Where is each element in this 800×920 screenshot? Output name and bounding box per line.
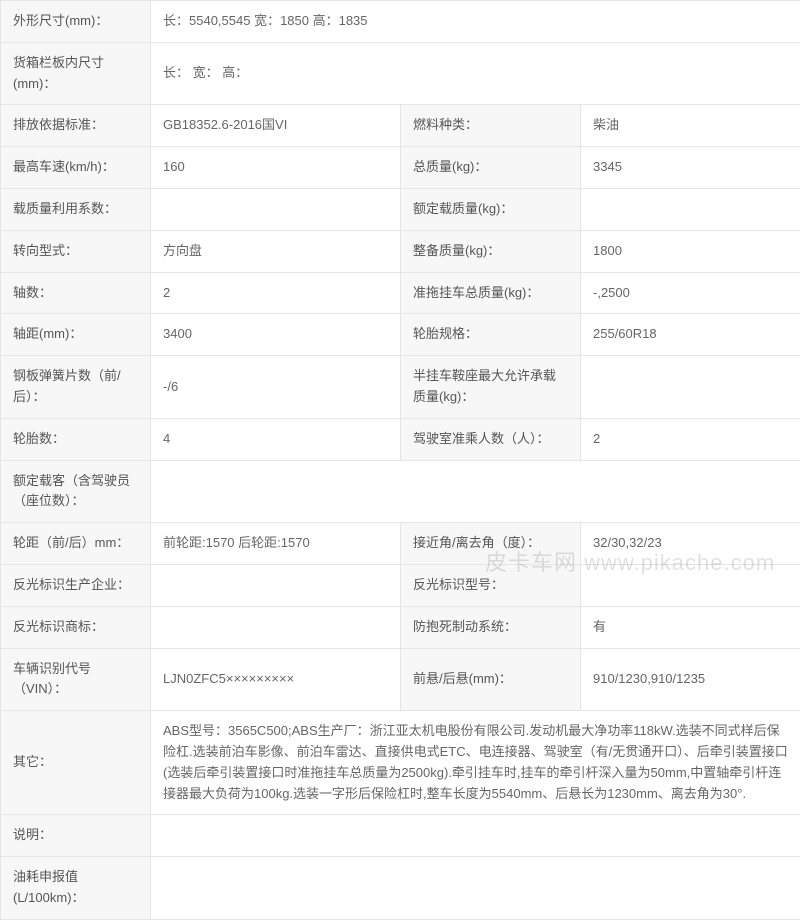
table-row: 其它：ABS型号：3565C500;ABS生产厂：浙江亚太机电股份有限公司.发动… (1, 711, 800, 815)
spec-label: 接近角/离去角（度）： (401, 523, 581, 565)
spec-label: 准拖挂车总质量(kg)： (401, 272, 581, 314)
table-row: 额定载客（含驾驶员（座位数）： (1, 460, 800, 523)
table-row: 反光标识生产企业： 反光标识型号： (1, 564, 800, 606)
table-row: 车辆识别代号（VIN）：LJN0ZFC5×××××××××前悬/后悬(mm)：9… (1, 648, 800, 711)
spec-label: 燃料种类： (401, 105, 581, 147)
spec-label: 轴数： (1, 272, 151, 314)
table-row: 轴数：2准拖挂车总质量(kg)：-,2500 (1, 272, 800, 314)
spec-value (151, 460, 800, 523)
vehicle-spec-table: 外形尺寸(mm)：长：5540,5545 宽：1850 高：1835货箱栏板内尺… (0, 0, 800, 920)
spec-label: 额定载客（含驾驶员（座位数）： (1, 460, 151, 523)
spec-value: 有 (581, 606, 800, 648)
spec-label: 最高车速(km/h)： (1, 147, 151, 189)
spec-label: 油耗申报值(L/100km)： (1, 857, 151, 920)
table-row: 最高车速(km/h)：160总质量(kg)：3345 (1, 147, 800, 189)
spec-label: 前悬/后悬(mm)： (401, 648, 581, 711)
spec-label: 半挂车鞍座最大允许承载质量(kg)： (401, 356, 581, 419)
spec-label: 反光标识生产企业： (1, 564, 151, 606)
spec-value (581, 564, 800, 606)
spec-value: 2 (581, 418, 800, 460)
spec-value: -/6 (151, 356, 401, 419)
spec-label: 其它： (1, 711, 151, 815)
table-row: 外形尺寸(mm)：长：5540,5545 宽：1850 高：1835 (1, 1, 800, 43)
table-row: 轮胎数：4驾驶室准乘人数（人）：2 (1, 418, 800, 460)
spec-value (151, 564, 401, 606)
spec-value (151, 188, 401, 230)
spec-value: 柴油 (581, 105, 800, 147)
spec-value (151, 857, 800, 920)
spec-label: 整备质量(kg)： (401, 230, 581, 272)
spec-label: 车辆识别代号（VIN）： (1, 648, 151, 711)
table-row: 转向型式：方向盘整备质量(kg)：1800 (1, 230, 800, 272)
table-row: 货箱栏板内尺寸(mm)：长： 宽： 高： (1, 42, 800, 105)
spec-value: 长： 宽： 高： (151, 42, 800, 105)
spec-label: 轴距(mm)： (1, 314, 151, 356)
spec-label: 转向型式： (1, 230, 151, 272)
spec-label: 总质量(kg)： (401, 147, 581, 189)
spec-label: 防抱死制动系统： (401, 606, 581, 648)
spec-value (581, 188, 800, 230)
spec-value: 长：5540,5545 宽：1850 高：1835 (151, 1, 800, 43)
spec-label: 说明： (1, 815, 151, 857)
spec-value: ABS型号：3565C500;ABS生产厂：浙江亚太机电股份有限公司.发动机最大… (151, 711, 800, 815)
spec-value: -,2500 (581, 272, 800, 314)
spec-value: 4 (151, 418, 401, 460)
spec-value: 3345 (581, 147, 800, 189)
spec-value: 910/1230,910/1235 (581, 648, 800, 711)
table-row: 载质量利用系数： 额定载质量(kg)： (1, 188, 800, 230)
table-row: 油耗申报值(L/100km)： (1, 857, 800, 920)
spec-label: 排放依据标准： (1, 105, 151, 147)
spec-label: 载质量利用系数： (1, 188, 151, 230)
spec-label: 轮胎数： (1, 418, 151, 460)
spec-value: 32/30,32/23 (581, 523, 800, 565)
spec-value (151, 815, 800, 857)
spec-value: 方向盘 (151, 230, 401, 272)
table-row: 说明： (1, 815, 800, 857)
spec-label: 轮胎规格： (401, 314, 581, 356)
spec-label: 额定载质量(kg)： (401, 188, 581, 230)
spec-value: LJN0ZFC5××××××××× (151, 648, 401, 711)
spec-value: 3400 (151, 314, 401, 356)
spec-value (151, 606, 401, 648)
spec-value: 160 (151, 147, 401, 189)
spec-value: GB18352.6-2016国VI (151, 105, 401, 147)
table-row: 钢板弹簧片数（前/后）：-/6半挂车鞍座最大允许承载质量(kg)： (1, 356, 800, 419)
spec-label: 反光标识型号： (401, 564, 581, 606)
table-row: 轮距（前/后）mm：前轮距:1570 后轮距:1570接近角/离去角（度）：32… (1, 523, 800, 565)
spec-label: 驾驶室准乘人数（人）： (401, 418, 581, 460)
table-row: 反光标识商标： 防抱死制动系统：有 (1, 606, 800, 648)
spec-value: 2 (151, 272, 401, 314)
spec-value: 1800 (581, 230, 800, 272)
spec-value: 前轮距:1570 后轮距:1570 (151, 523, 401, 565)
spec-label: 轮距（前/后）mm： (1, 523, 151, 565)
spec-label: 货箱栏板内尺寸(mm)： (1, 42, 151, 105)
spec-value (581, 356, 800, 419)
spec-label: 反光标识商标： (1, 606, 151, 648)
spec-label: 外形尺寸(mm)： (1, 1, 151, 43)
table-row: 排放依据标准：GB18352.6-2016国VI燃料种类：柴油 (1, 105, 800, 147)
spec-label: 钢板弹簧片数（前/后）： (1, 356, 151, 419)
spec-value: 255/60R18 (581, 314, 800, 356)
table-row: 轴距(mm)：3400轮胎规格：255/60R18 (1, 314, 800, 356)
